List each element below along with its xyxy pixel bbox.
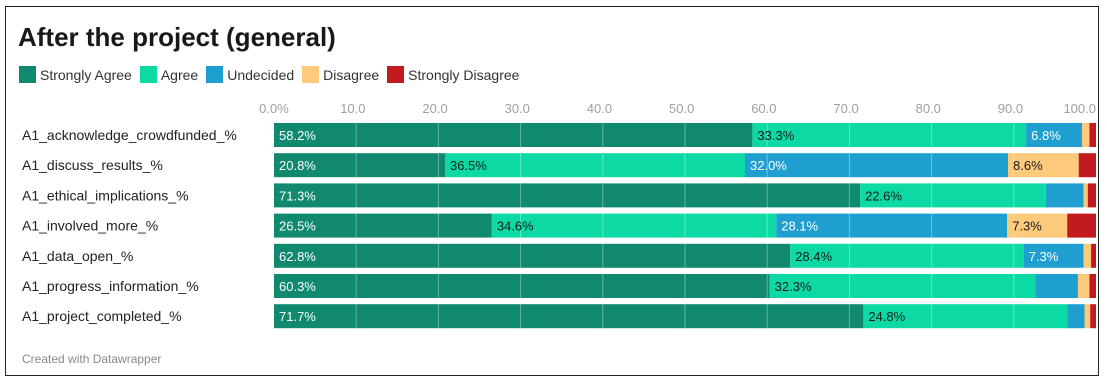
bar-segment bbox=[1083, 183, 1088, 208]
bar-segment bbox=[1082, 123, 1090, 147]
legend-swatch-disagree bbox=[302, 66, 320, 83]
data-label: 71.7% bbox=[279, 309, 316, 324]
legend-swatch-strongly-agree bbox=[19, 66, 36, 83]
legend-item-agree: Agree bbox=[139, 66, 199, 83]
x-tick-label: 40.0 bbox=[587, 101, 612, 116]
row-label: A1_ethical_implications_% bbox=[22, 187, 189, 203]
row-label: A1_discuss_results_% bbox=[22, 157, 163, 173]
data-label: 32.0% bbox=[750, 158, 787, 173]
bar-segment bbox=[274, 274, 770, 298]
legend-label-strongly-disagree: Strongly Disagree bbox=[408, 66, 520, 83]
x-tick-label: 50.0 bbox=[669, 101, 694, 116]
bar-segment bbox=[491, 213, 777, 238]
legend-label-agree: Agree bbox=[160, 66, 199, 83]
bar-segment bbox=[274, 243, 791, 268]
x-tick-label: 90.0 bbox=[998, 101, 1023, 116]
data-label: 6.8% bbox=[1031, 128, 1061, 143]
bar-segment bbox=[1077, 274, 1090, 298]
data-label: 24.8% bbox=[868, 309, 905, 324]
bar-segment bbox=[274, 304, 864, 329]
row-label: A1_involved_more_% bbox=[22, 218, 158, 234]
bar-segment bbox=[752, 123, 1027, 147]
bar-segment bbox=[274, 213, 492, 238]
data-label: 22.6% bbox=[865, 188, 902, 203]
bar-segment bbox=[1089, 123, 1096, 147]
x-tick-label: 60.0 bbox=[751, 101, 776, 116]
bar-segment bbox=[274, 123, 753, 147]
data-label: 36.5% bbox=[450, 158, 487, 173]
data-label: 28.1% bbox=[781, 219, 818, 234]
bar-segment bbox=[1035, 274, 1078, 298]
bar-segment bbox=[790, 243, 1024, 268]
data-label: 62.8% bbox=[279, 249, 316, 264]
data-label: 32.3% bbox=[775, 279, 812, 294]
data-label: 8.6% bbox=[1013, 158, 1043, 173]
bar-segment bbox=[1087, 183, 1096, 208]
legend: Strongly Agree Agree Undecided Disagree … bbox=[19, 66, 527, 83]
legend-item-strongly-disagree: Strongly Disagree bbox=[387, 66, 519, 83]
row-label: A1_acknowledge_crowdfunded_% bbox=[22, 127, 237, 143]
legend-label-strongly-agree: Strongly Agree bbox=[40, 66, 132, 83]
bar-segment bbox=[745, 153, 1009, 178]
x-tick-label: 80.0 bbox=[916, 101, 941, 116]
chart-title: After the project (general) bbox=[18, 22, 336, 52]
bar-segment bbox=[769, 274, 1036, 298]
legend-label-disagree: Disagree bbox=[323, 66, 380, 83]
data-label: 7.3% bbox=[1012, 219, 1042, 234]
bar-segment bbox=[1026, 123, 1083, 147]
credit-text: Created with Datawrapper bbox=[22, 352, 162, 366]
x-tick-label: 0.0% bbox=[259, 101, 289, 116]
x-tick-label: 10.0 bbox=[340, 101, 365, 116]
bar-segment bbox=[1007, 213, 1068, 238]
bar-segment bbox=[776, 213, 1008, 238]
bar-segment bbox=[1083, 243, 1092, 268]
legend-swatch-strongly-disagree bbox=[387, 66, 405, 83]
bar-segment bbox=[274, 153, 445, 178]
bar-segment bbox=[1091, 243, 1096, 268]
data-label: 33.3% bbox=[757, 128, 794, 143]
bar-segment bbox=[274, 183, 861, 208]
bar-segment bbox=[1078, 153, 1096, 178]
row-label: A1_progress_information_% bbox=[22, 278, 199, 294]
x-tick-label: 100.0 bbox=[1063, 101, 1096, 116]
legend-swatch-agree bbox=[139, 66, 157, 83]
data-label: 71.3% bbox=[279, 188, 316, 203]
data-label: 34.6% bbox=[497, 219, 534, 234]
row-label: A1_project_completed_% bbox=[22, 308, 182, 324]
data-label: 7.3% bbox=[1029, 249, 1059, 264]
x-tick-label: 30.0 bbox=[505, 101, 530, 116]
bar-segment bbox=[1084, 304, 1091, 329]
bar-segment bbox=[444, 153, 746, 178]
data-label: 60.3% bbox=[279, 279, 316, 294]
bar-segment bbox=[1045, 183, 1084, 208]
bar-segment bbox=[1067, 213, 1096, 238]
bar-segment bbox=[1023, 243, 1084, 268]
data-label: 26.5% bbox=[279, 219, 316, 234]
bar-segment bbox=[1008, 153, 1079, 178]
legend-item-strongly-agree: Strongly Agree bbox=[19, 66, 132, 83]
data-label: 28.4% bbox=[795, 249, 832, 264]
data-label: 58.2% bbox=[279, 128, 316, 143]
bar-segment bbox=[1089, 274, 1096, 298]
bar-segment bbox=[860, 183, 1046, 208]
bar-segment bbox=[1067, 304, 1085, 329]
legend-item-disagree: Disagree bbox=[302, 66, 379, 83]
legend-item-undecided: Undecided bbox=[206, 66, 294, 83]
data-label: 20.8% bbox=[279, 158, 316, 173]
bar-segment bbox=[863, 304, 1068, 329]
bar-segment bbox=[1090, 304, 1096, 329]
x-tick-label: 70.0 bbox=[833, 101, 858, 116]
x-tick-label: 20.0 bbox=[422, 101, 447, 116]
legend-swatch-undecided bbox=[206, 66, 224, 83]
row-label: A1_data_open_% bbox=[22, 248, 133, 264]
legend-label-undecided: Undecided bbox=[227, 66, 295, 83]
